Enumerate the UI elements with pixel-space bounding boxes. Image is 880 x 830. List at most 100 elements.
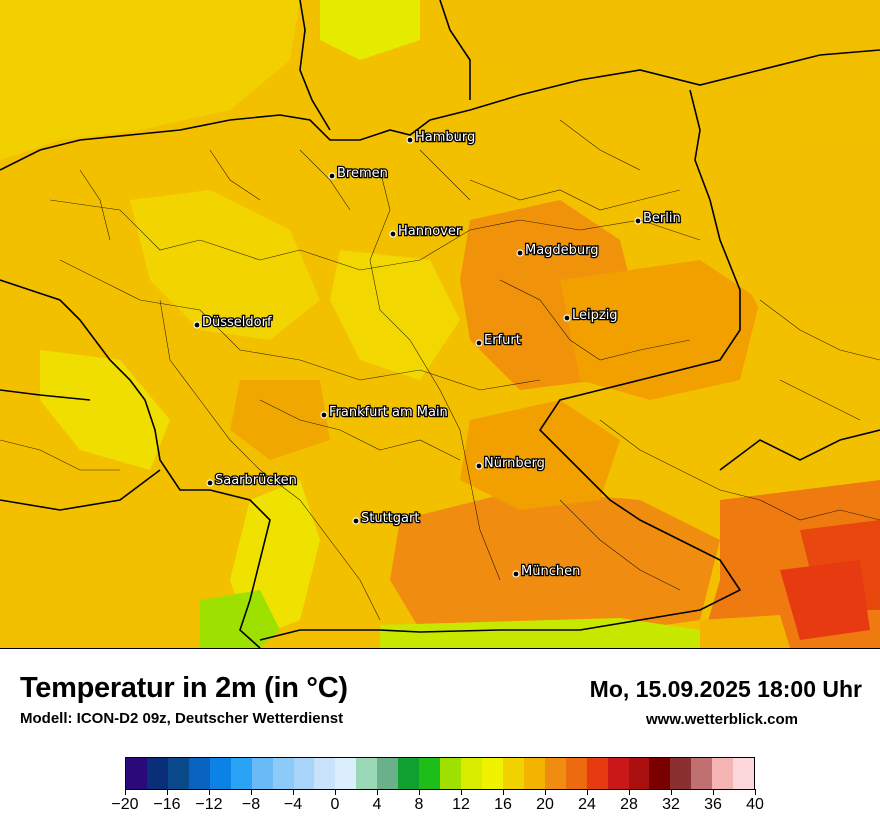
colorbar-tick — [334, 789, 336, 795]
map-title: Temperatur in 2m (in °C) — [20, 672, 348, 704]
colorbar-tick-label: 20 — [536, 796, 554, 813]
colorbar-segment — [733, 758, 755, 789]
colorbar-segment — [335, 758, 357, 789]
city-label-magdeburg: Magdeburg — [525, 243, 599, 258]
colorbar-segment — [565, 758, 587, 789]
colorbar-tick-label: −20 — [111, 796, 139, 813]
colorbar-segment — [544, 758, 566, 789]
colorbar-segment — [502, 758, 524, 789]
colorbar-tick-label: −12 — [195, 796, 223, 813]
colorbar-tick-label: 24 — [578, 796, 596, 813]
colorbar-tick-label: 32 — [662, 796, 680, 813]
colorbar-tick — [460, 789, 462, 795]
city-hannover: Hannover — [389, 223, 463, 240]
city-dot-duesseldorf — [193, 321, 201, 329]
model-source: Modell: ICON-D2 09z, Deutscher Wetterdie… — [20, 710, 344, 727]
colorbar-tick-label: 4 — [372, 796, 382, 813]
colorbar-tick — [124, 789, 126, 795]
city-label-duesseldorf: Düsseldorf — [202, 315, 272, 330]
colorbar-segment — [670, 758, 692, 789]
colorbar-tick — [754, 789, 756, 795]
colorbar-segment — [712, 758, 734, 789]
colorbar-tick-label: 8 — [414, 796, 424, 813]
city-label-leipzig: Leipzig — [572, 308, 618, 323]
colorbar-tick — [544, 789, 546, 795]
city-label-muenchen: München — [521, 564, 580, 579]
colorbar-segment — [419, 758, 441, 789]
colorbar-tick — [292, 789, 294, 795]
city-saarbruecken: Saarbrücken — [206, 472, 298, 489]
colorbar-tick — [586, 789, 588, 795]
colorbar-tick — [670, 789, 672, 795]
colorbar-tick — [208, 789, 210, 795]
city-dot-bremen — [328, 172, 336, 180]
city-dot-magdeburg — [516, 249, 524, 257]
colorbar-segment — [481, 758, 503, 789]
colorbar-segment — [523, 758, 545, 789]
colorbar-tick-label: −4 — [283, 796, 303, 813]
colorbar-tick-label: 0 — [330, 796, 340, 813]
city-label-bremen: Bremen — [337, 166, 388, 181]
colorbar-segment — [586, 758, 608, 789]
city-markers: Hamburg Bremen Berlin Hannover Magdeburg… — [193, 129, 682, 580]
city-dot-erfurt — [475, 339, 483, 347]
colorbar-segment — [356, 758, 378, 789]
colorbar-tick-label: 16 — [494, 796, 512, 813]
city-duesseldorf: Düsseldorf — [193, 314, 273, 331]
city-label-stuttgart: Stuttgart — [361, 511, 419, 526]
website-credit: www.wetterblick.com — [646, 711, 798, 728]
colorbar-tick-label: 28 — [620, 796, 638, 813]
colorbar-segment — [461, 758, 482, 789]
city-dot-hamburg — [406, 136, 414, 144]
colorbar-tick-label: −16 — [153, 796, 181, 813]
colorbar-tick — [502, 789, 504, 795]
city-dot-frankfurt — [320, 411, 328, 419]
city-label-frankfurt: Frankfurt am Main — [329, 405, 448, 420]
colorbar-segment — [251, 758, 273, 789]
colorbar-segment — [126, 758, 147, 789]
city-label-hannover: Hannover — [398, 224, 462, 239]
city-frankfurt: Frankfurt am Main — [320, 404, 449, 421]
colorbar-segment — [209, 758, 231, 789]
colorbar-tick — [418, 789, 420, 795]
city-dot-nuernberg — [475, 462, 483, 470]
city-label-saarbruecken: Saarbrücken — [215, 473, 297, 488]
colorbar-segment — [314, 758, 336, 789]
colorbar-segment — [398, 758, 420, 789]
city-label-berlin: Berlin — [643, 211, 681, 226]
colorbar-tick — [250, 789, 252, 795]
city-magdeburg: Magdeburg — [516, 242, 600, 259]
city-dot-stuttgart — [352, 517, 360, 525]
temperature-map: Hamburg Bremen Berlin Hannover Magdeburg… — [0, 0, 880, 649]
city-dot-berlin — [634, 217, 642, 225]
colorbar-tick-label: 12 — [452, 796, 470, 813]
forecast-datetime: Mo, 15.09.2025 18:00 Uhr — [589, 676, 862, 702]
city-muenchen: München — [512, 563, 582, 580]
map-svg: Hamburg Bremen Berlin Hannover Magdeburg… — [0, 0, 880, 648]
colorbar-segment — [440, 758, 461, 789]
temperature-colorbar — [125, 757, 755, 790]
colorbar-segment — [607, 758, 629, 789]
colorbar-tick-label: −8 — [241, 796, 261, 813]
city-dot-hannover — [389, 230, 397, 238]
colorbar-segment — [167, 758, 189, 789]
colorbar-tick — [166, 789, 168, 795]
colorbar-tick — [712, 789, 714, 795]
colorbar-segment — [146, 758, 168, 789]
colorbar-segment — [691, 758, 713, 789]
colorbar-segment — [377, 758, 399, 789]
colorbar-tick — [628, 789, 630, 795]
colorbar-segment — [272, 758, 294, 789]
colorbar-tick — [376, 789, 378, 795]
city-dot-leipzig — [563, 314, 571, 322]
city-nuernberg: Nürnberg — [475, 455, 546, 472]
city-bremen: Bremen — [328, 165, 389, 182]
city-stuttgart: Stuttgart — [352, 510, 421, 527]
city-berlin: Berlin — [634, 210, 682, 227]
city-erfurt: Erfurt — [475, 332, 522, 349]
city-dot-muenchen — [512, 570, 520, 578]
city-label-hamburg: Hamburg — [415, 130, 475, 145]
city-leipzig: Leipzig — [563, 307, 619, 324]
city-label-erfurt: Erfurt — [484, 333, 521, 348]
colorbar-ticks: −20 −16 −12 −8 −4 0 4 8 12 16 20 24 28 32 36 40 — [111, 789, 764, 829]
